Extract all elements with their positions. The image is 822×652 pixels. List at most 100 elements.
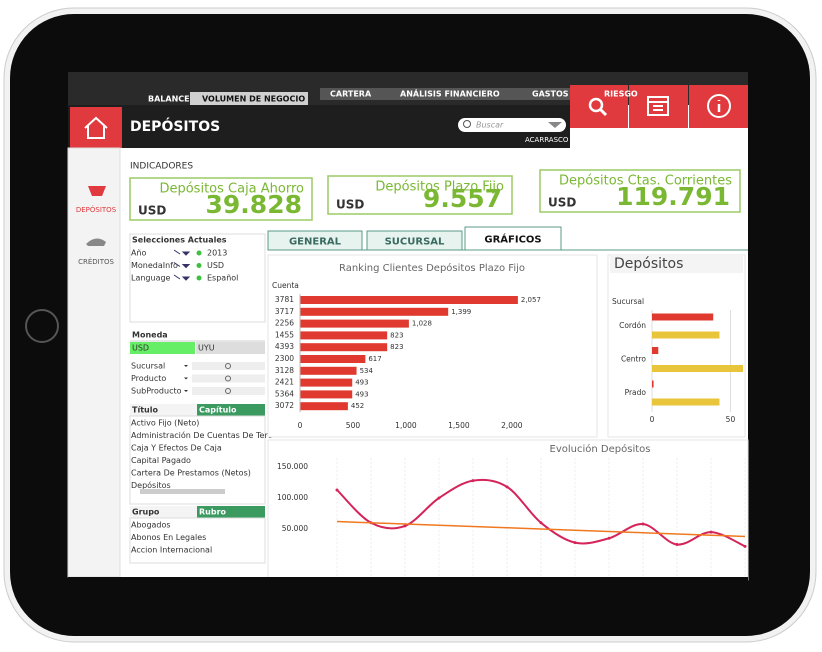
point bbox=[403, 524, 407, 528]
filter-field[interactable]: Sucursal bbox=[131, 362, 165, 371]
moneda-title: Moneda bbox=[132, 331, 168, 340]
nav-tab[interactable]: VOLUMEN DE NEGOCIO bbox=[202, 95, 305, 104]
bar bbox=[300, 331, 388, 340]
y-axis-label: Cuenta bbox=[272, 281, 299, 290]
filter-track bbox=[192, 387, 265, 395]
value-label: 1,399 bbox=[451, 308, 471, 316]
card-title: Depósitos Ctas. Corrientes bbox=[559, 174, 732, 189]
nav-tab[interactable]: CARTERA bbox=[330, 90, 372, 99]
card-value: 119.791 bbox=[616, 182, 730, 211]
search-glass bbox=[463, 120, 471, 128]
list-header: Grupo bbox=[132, 508, 160, 517]
bar bbox=[300, 355, 366, 363]
category-label: 2300 bbox=[275, 354, 294, 363]
tab-label[interactable]: GENERAL bbox=[289, 237, 342, 248]
search-icon-handle bbox=[598, 107, 608, 117]
filter-field[interactable]: SubProducto bbox=[131, 387, 182, 396]
list-item[interactable]: Abonos En Legales bbox=[131, 533, 206, 542]
value-label: 534 bbox=[360, 367, 374, 375]
search-tile[interactable] bbox=[570, 85, 628, 128]
list-item[interactable]: Abogados bbox=[131, 521, 171, 530]
selection-field: Año bbox=[131, 249, 147, 258]
nav-active-tab bbox=[190, 92, 308, 105]
moneda-option-selected[interactable] bbox=[130, 342, 195, 354]
calendar-icon bbox=[647, 96, 669, 116]
dropdown[interactable] bbox=[184, 390, 188, 392]
x-tick-label: 1,000 bbox=[395, 421, 417, 430]
category-label: 3717 bbox=[275, 307, 294, 316]
dropdown[interactable] bbox=[184, 377, 188, 380]
search-box[interactable] bbox=[458, 118, 566, 132]
nav-tab[interactable]: ANÁLISIS FINANCIERO bbox=[400, 88, 500, 99]
selections-title: Selecciones Actuales bbox=[132, 236, 227, 245]
tab-label[interactable]: GRÁFICOS bbox=[484, 233, 541, 246]
chart-title: Depósitos bbox=[614, 256, 683, 272]
category-label: 1455 bbox=[275, 330, 294, 339]
selection-value: Español bbox=[207, 274, 238, 283]
chart-title: Ranking Clientes Depósitos Plazo Fijo bbox=[339, 262, 525, 274]
list-header: Capítulo bbox=[199, 406, 237, 415]
category-label: Centro bbox=[621, 355, 646, 364]
value-label: 823 bbox=[390, 331, 403, 339]
nav-tab[interactable]: BALANCE bbox=[148, 95, 190, 104]
series-line bbox=[336, 520, 746, 538]
selection-dot bbox=[196, 263, 202, 268]
list-item[interactable]: Cartera De Prestamos (Netos) bbox=[131, 469, 251, 478]
selection-value: USD bbox=[207, 261, 224, 270]
category-label: 2421 bbox=[275, 378, 294, 387]
indicator-card[interactable] bbox=[539, 169, 741, 213]
filter-field[interactable]: Producto bbox=[131, 374, 166, 383]
bar bbox=[652, 313, 714, 321]
indicator-card[interactable] bbox=[327, 175, 513, 215]
point bbox=[607, 536, 611, 540]
list-item[interactable]: Depósitos bbox=[131, 480, 171, 490]
list-item[interactable]: Activo Fijo (Neto) bbox=[131, 419, 199, 428]
moneda-option[interactable]: USD bbox=[132, 344, 149, 353]
card-value: 39.828 bbox=[206, 190, 302, 219]
search-icon bbox=[588, 97, 604, 113]
list-item[interactable]: Accion Internacional bbox=[131, 546, 212, 555]
home-tile[interactable] bbox=[70, 107, 122, 148]
x-tick-label: 1,500 bbox=[448, 421, 470, 430]
calendar-icon-grid bbox=[648, 101, 668, 111]
category-label: Prado bbox=[625, 388, 647, 397]
info-icon bbox=[707, 94, 731, 118]
bar bbox=[652, 380, 654, 388]
point bbox=[641, 522, 645, 526]
selection-icon bbox=[173, 274, 191, 281]
selection-icon bbox=[173, 262, 191, 269]
bar bbox=[300, 343, 388, 352]
card-title: Depósitos Caja Ahorro bbox=[159, 182, 304, 197]
list-header-accent bbox=[197, 506, 265, 518]
bar bbox=[300, 366, 357, 375]
x-tick-label: 50 bbox=[726, 415, 736, 424]
point bbox=[505, 485, 509, 489]
filter-knob bbox=[225, 388, 231, 394]
sidebar-item[interactable]: CRÉDITOS bbox=[78, 257, 114, 266]
filter-knob bbox=[225, 363, 231, 369]
sidebar-item[interactable]: DEPÓSITOS bbox=[76, 205, 117, 214]
moneda-option[interactable]: UYU bbox=[198, 344, 215, 353]
moneda-option[interactable] bbox=[196, 342, 265, 354]
filter-knob bbox=[225, 375, 231, 382]
list-item[interactable]: Capital Pagado bbox=[131, 456, 191, 465]
nav-tab[interactable]: GASTOS bbox=[532, 90, 569, 99]
home-icon bbox=[84, 116, 108, 139]
tab-label[interactable]: SUCURSAL bbox=[385, 237, 445, 248]
point bbox=[573, 541, 577, 545]
home-button[interactable] bbox=[25, 309, 59, 343]
dropdown[interactable] bbox=[184, 365, 188, 367]
point bbox=[743, 544, 747, 548]
value-label: 452 bbox=[351, 402, 364, 410]
bar bbox=[652, 331, 720, 339]
indicator-card[interactable] bbox=[129, 177, 313, 221]
status: DATOS ACTUALIZADOS AL 31/12/13 bbox=[592, 130, 717, 138]
bar bbox=[300, 296, 518, 304]
selection-value: 2013 bbox=[207, 249, 227, 258]
list-item[interactable]: Administración De Cuentas De Terc bbox=[131, 430, 272, 440]
list-item[interactable]: Caja Y Efectos De Caja bbox=[131, 444, 222, 453]
nav-tab[interactable]: RIESGO bbox=[604, 90, 638, 99]
category-label: 3072 bbox=[275, 401, 294, 410]
bar bbox=[300, 319, 409, 328]
